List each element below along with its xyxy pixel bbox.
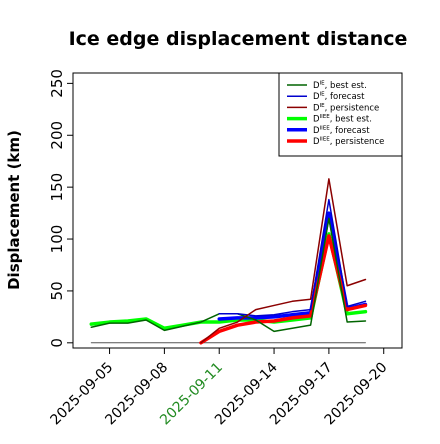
legend-entry: DIIEE, best est. <box>313 114 372 125</box>
y-axis: 0 50 100 150 200 250 <box>48 69 73 348</box>
plot-frame <box>72 72 403 349</box>
legend-entry: DIE, persistence <box>313 103 379 114</box>
legend-entry: DIE, best est. <box>313 81 367 92</box>
legend-entry: DIIEE, persistence <box>313 137 384 148</box>
y-tick-label: 0 <box>48 338 66 348</box>
y-tick-label: 200 <box>48 121 66 150</box>
series-1 <box>218 198 367 317</box>
legend-entry: DIIEE, forecast <box>313 125 370 136</box>
series-line <box>200 178 367 344</box>
chart-title: Ice edge displacement distance <box>69 28 408 50</box>
legend-entry: DIE, forecast <box>313 92 365 103</box>
series-line <box>218 198 367 317</box>
y-tick-label: 50 <box>48 281 66 300</box>
y-tick-label: 250 <box>48 69 66 98</box>
y-axis-label: Displacement (km) <box>5 130 23 290</box>
series-layer <box>89 178 368 345</box>
y-tick-label: 150 <box>48 173 66 202</box>
series-2 <box>200 178 367 344</box>
y-tick-label: 100 <box>48 225 66 254</box>
